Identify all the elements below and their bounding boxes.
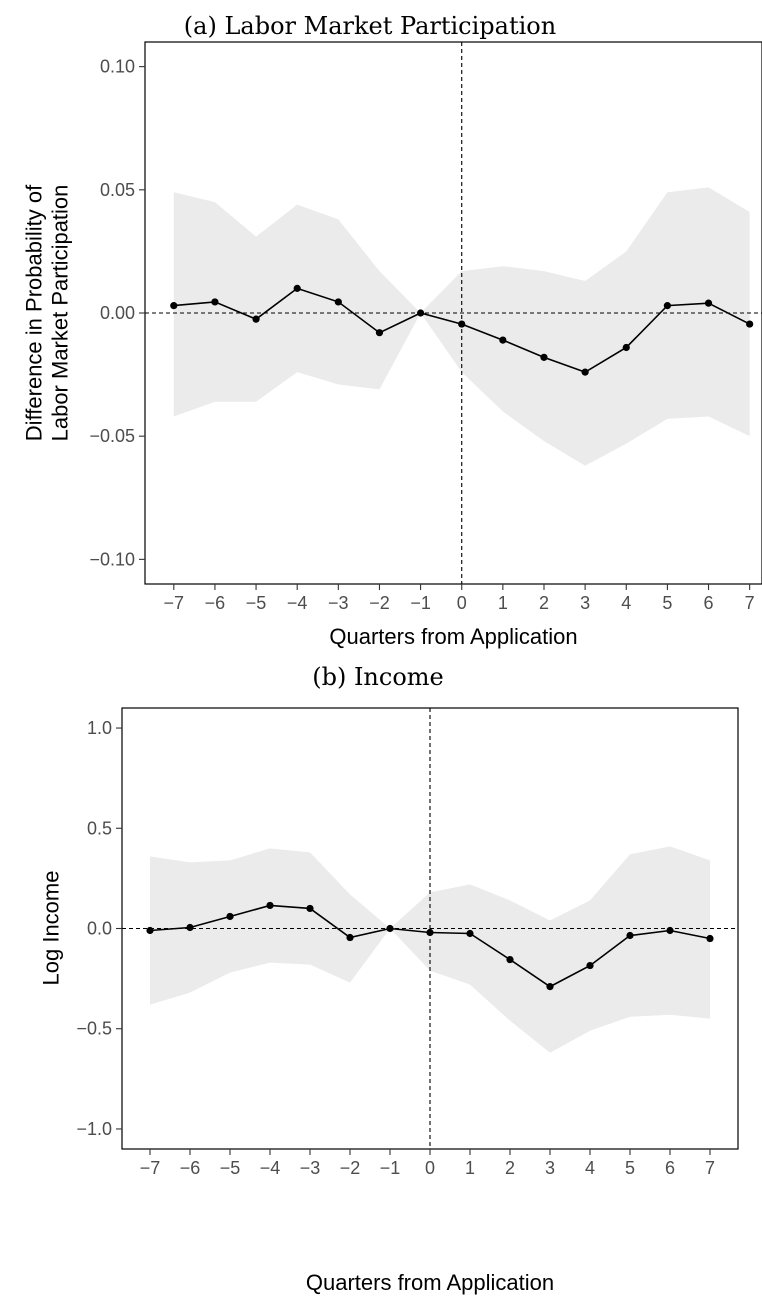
data-point [586, 961, 594, 970]
data-point [334, 298, 342, 306]
data-point [499, 336, 507, 344]
y-axis-title-line-2: Labor Market Participation [48, 185, 73, 442]
y-tick-label: −1.0 [76, 1119, 112, 1139]
y-tick-label: 0.05 [100, 180, 135, 200]
x-tick-label: −7 [140, 1158, 161, 1178]
y-axis-title: Log Income [39, 871, 64, 986]
x-tick-label: 5 [625, 1158, 635, 1178]
y-tick-label: 0.5 [87, 818, 112, 838]
x-axis-title: Quarters from Application [306, 1270, 554, 1295]
data-point [375, 329, 384, 337]
data-point [252, 315, 260, 323]
data-point [540, 353, 548, 361]
x-tick-label: 6 [665, 1158, 675, 1178]
x-tick-label: −2 [340, 1158, 361, 1178]
data-point [146, 926, 154, 935]
x-tick-label: −4 [260, 1158, 281, 1178]
y-tick-label: −0.10 [89, 549, 135, 569]
data-point [346, 933, 354, 942]
x-tick-label: 1 [498, 593, 508, 613]
data-point [666, 926, 674, 935]
plot-area: 1.0 0.5 0.0 −0.5 −1.0 −7 −6 −5 −4 −3 −2 −1 0 1 2 3 4 5 6 7 [76, 707, 739, 1178]
x-tick-label: 2 [539, 593, 549, 613]
y-axis-title-line-1: Difference in Probability of [22, 184, 47, 441]
data-point [746, 320, 754, 328]
x-tick-label: −6 [205, 593, 226, 613]
data-point [306, 904, 314, 913]
x-tick-label: 4 [621, 593, 631, 613]
x-tick-label: −6 [180, 1158, 201, 1178]
data-point [506, 955, 514, 964]
y-tick-label: 0.00 [100, 303, 135, 323]
y-tick-label: 1.0 [87, 718, 112, 738]
data-point [581, 368, 589, 376]
chart-title: (b) Income [312, 663, 444, 691]
panel-labor-market-participation: (a) Labor Market Participation Differenc… [22, 12, 762, 649]
y-tick-label: −0.5 [76, 1019, 112, 1039]
data-point [426, 928, 434, 937]
data-point [546, 983, 554, 991]
x-tick-label: 0 [457, 593, 467, 613]
x-tick-label: −3 [328, 593, 349, 613]
data-point [416, 309, 425, 317]
data-point [386, 924, 394, 933]
data-point [706, 934, 714, 943]
data-point [663, 302, 671, 310]
data-point [458, 320, 466, 328]
x-tick-label: −5 [246, 593, 267, 613]
x-tick-label: 7 [705, 1158, 715, 1178]
x-tick-label: −2 [369, 593, 390, 613]
data-point [622, 343, 630, 352]
x-tick-label: 3 [580, 593, 590, 613]
x-tick-label: 1 [465, 1158, 475, 1178]
x-tick-label: 0 [425, 1158, 435, 1178]
y-tick-label: 0.10 [100, 57, 135, 77]
y-axis-title-line-1: Log Income [39, 871, 64, 986]
y-tick-label: −0.05 [89, 426, 135, 446]
x-tick-label: −3 [300, 1158, 321, 1178]
x-tick-label: −1 [410, 593, 431, 613]
data-point [266, 901, 274, 910]
x-axis-title: Quarters from Application [329, 624, 577, 649]
x-tick-label: −5 [220, 1158, 241, 1178]
x-tick-label: 7 [745, 593, 755, 613]
x-tick-label: 3 [545, 1158, 555, 1178]
data-point [704, 299, 713, 307]
data-point [626, 931, 634, 940]
data-point [466, 929, 474, 938]
y-axis-title: Difference in Probability of Labor Marke… [22, 184, 73, 441]
x-tick-label: −7 [164, 593, 185, 613]
y-tick-label: 0.0 [87, 919, 112, 939]
data-point [170, 302, 178, 310]
x-tick-label: −4 [287, 593, 308, 613]
panel-income: (b) Income Log Income Quarters from Appl… [39, 663, 739, 1295]
x-tick-label: 4 [585, 1158, 595, 1178]
x-tick-label: 5 [662, 593, 672, 613]
x-tick-label: 6 [704, 593, 714, 613]
x-tick-label: 2 [505, 1158, 515, 1178]
data-point [186, 923, 194, 932]
plot-area: 0.10 0.05 0.00 −0.05 −0.10 −7 −6 −5 −4 −3 −2 −1 0 1 2 3… [89, 41, 762, 613]
chart-title: (a) Labor Market Participation [184, 12, 556, 40]
data-point [293, 284, 301, 292]
data-point [226, 912, 234, 921]
data-point [211, 298, 219, 306]
x-tick-label: −1 [380, 1158, 401, 1178]
